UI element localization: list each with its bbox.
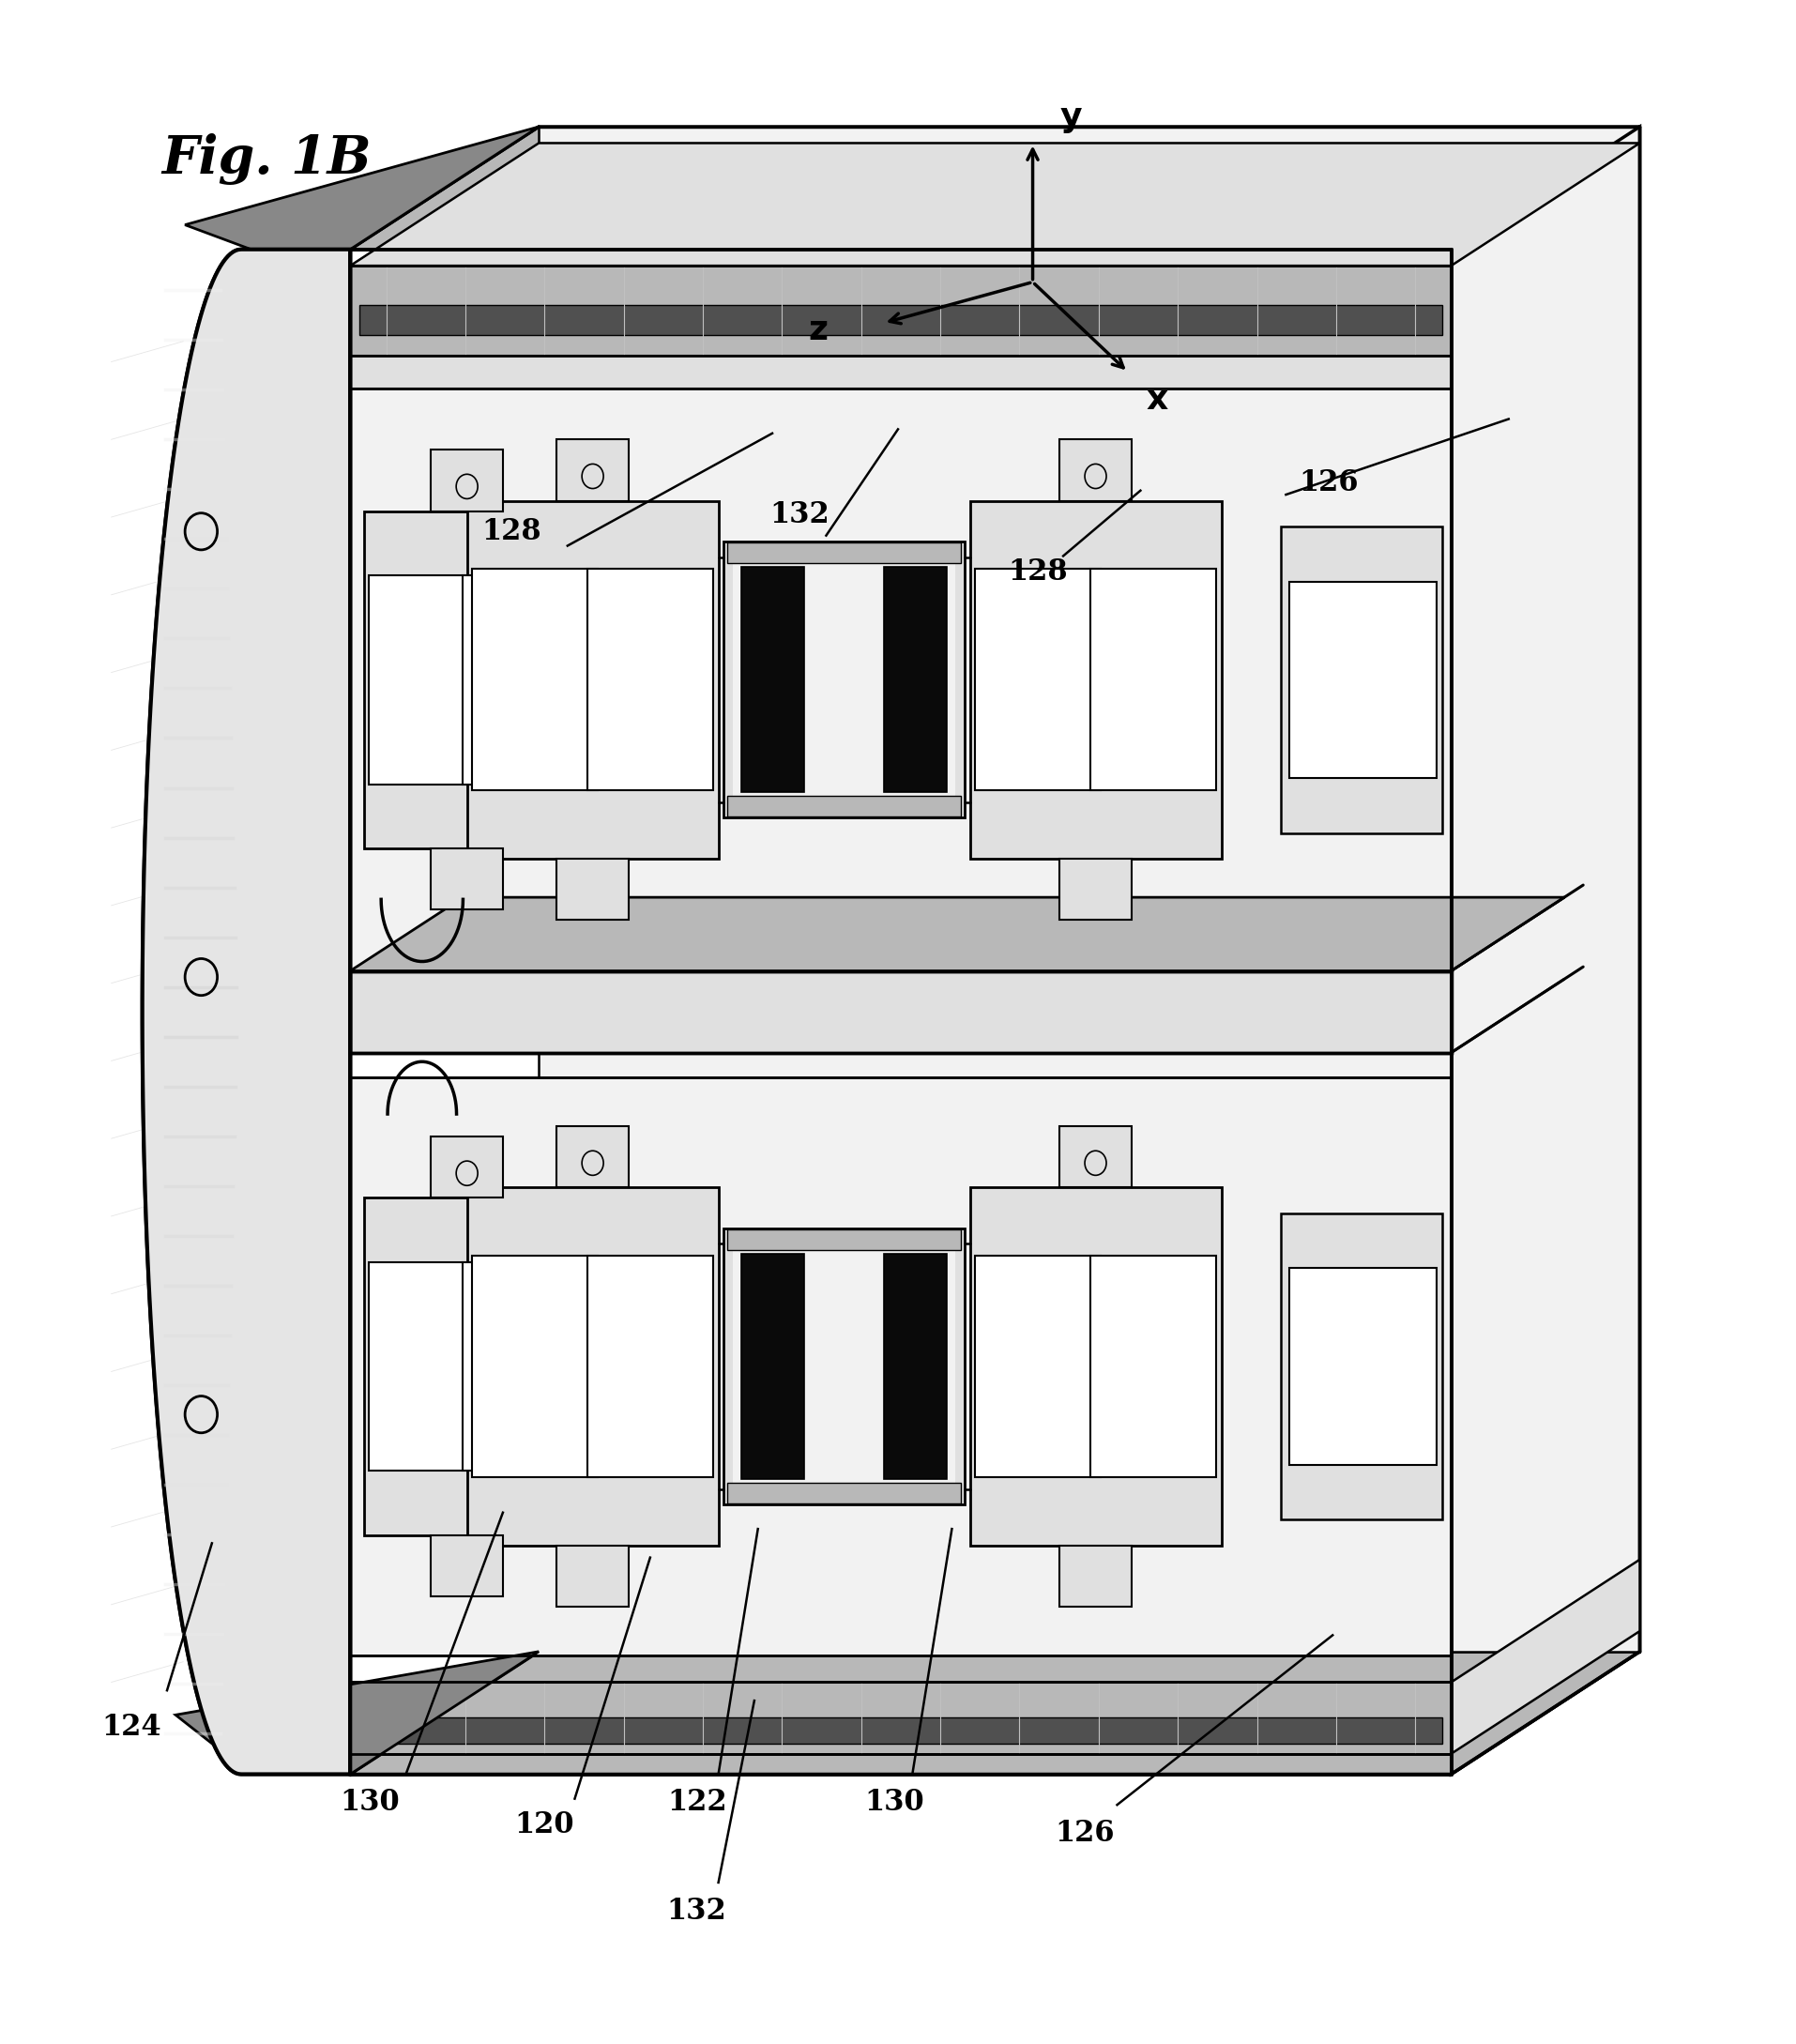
Polygon shape	[1281, 527, 1442, 834]
Text: 132: 132	[769, 501, 830, 529]
Text: 126: 126	[1299, 468, 1360, 497]
Polygon shape	[350, 388, 1451, 971]
Polygon shape	[727, 1230, 961, 1249]
Polygon shape	[970, 501, 1221, 858]
Text: 120: 120	[514, 1811, 575, 1840]
Polygon shape	[176, 1652, 539, 1774]
Polygon shape	[350, 356, 1451, 388]
Text: z: z	[808, 315, 828, 345]
Polygon shape	[727, 1484, 961, 1504]
Polygon shape	[350, 971, 1451, 1053]
Polygon shape	[370, 1261, 471, 1472]
Text: 130: 130	[864, 1788, 925, 1817]
Text: 124: 124	[101, 1713, 162, 1741]
Polygon shape	[472, 1255, 598, 1478]
Polygon shape	[1290, 1267, 1437, 1464]
Polygon shape	[733, 552, 955, 807]
Polygon shape	[1060, 1126, 1131, 1188]
Polygon shape	[727, 797, 961, 818]
Polygon shape	[742, 1253, 805, 1480]
Polygon shape	[1451, 1560, 1640, 1754]
Polygon shape	[350, 1077, 1451, 1656]
Polygon shape	[350, 143, 1640, 266]
Polygon shape	[350, 897, 1564, 971]
Text: 128: 128	[1008, 558, 1069, 587]
Polygon shape	[1060, 858, 1131, 920]
Polygon shape	[884, 1253, 946, 1480]
Polygon shape	[370, 574, 471, 785]
Polygon shape	[359, 1717, 1442, 1744]
Polygon shape	[463, 1261, 564, 1472]
Text: 128: 128	[481, 517, 542, 546]
Polygon shape	[472, 568, 598, 791]
Polygon shape	[350, 127, 1640, 249]
Polygon shape	[975, 568, 1101, 791]
Polygon shape	[733, 1239, 955, 1494]
Polygon shape	[1060, 1545, 1131, 1607]
Polygon shape	[1451, 127, 1640, 1774]
Polygon shape	[463, 574, 564, 785]
Polygon shape	[142, 249, 350, 1774]
Polygon shape	[185, 127, 539, 249]
Polygon shape	[884, 566, 946, 793]
Text: Fig. 1B: Fig. 1B	[162, 133, 372, 186]
Text: y: y	[1060, 102, 1081, 133]
Polygon shape	[1060, 439, 1131, 501]
Polygon shape	[431, 1535, 503, 1596]
Polygon shape	[1290, 580, 1437, 779]
Polygon shape	[359, 305, 1442, 335]
Polygon shape	[724, 542, 964, 818]
Polygon shape	[363, 511, 571, 848]
Polygon shape	[142, 249, 350, 1774]
Text: 126: 126	[1054, 1819, 1115, 1848]
Polygon shape	[557, 858, 629, 920]
Polygon shape	[1090, 1255, 1216, 1478]
Polygon shape	[539, 127, 1640, 1652]
Polygon shape	[724, 1228, 964, 1504]
Polygon shape	[587, 1255, 713, 1478]
Polygon shape	[350, 1652, 1640, 1774]
Polygon shape	[350, 1682, 1451, 1754]
Polygon shape	[742, 566, 805, 793]
Polygon shape	[557, 439, 629, 501]
Text: 132: 132	[666, 1897, 727, 1925]
Polygon shape	[1090, 568, 1216, 791]
Text: x: x	[1146, 384, 1167, 415]
Polygon shape	[727, 544, 961, 562]
Text: 122: 122	[666, 1788, 727, 1817]
Polygon shape	[587, 568, 713, 791]
Polygon shape	[557, 1545, 629, 1607]
Polygon shape	[975, 1255, 1101, 1478]
Polygon shape	[363, 1198, 571, 1535]
Polygon shape	[970, 1188, 1221, 1545]
Polygon shape	[431, 848, 503, 910]
Text: 130: 130	[339, 1788, 401, 1817]
Polygon shape	[467, 501, 718, 858]
Polygon shape	[431, 450, 503, 511]
Polygon shape	[350, 266, 1451, 356]
Polygon shape	[1281, 1212, 1442, 1521]
Polygon shape	[431, 1136, 503, 1198]
Polygon shape	[557, 1126, 629, 1188]
Polygon shape	[467, 1188, 718, 1545]
